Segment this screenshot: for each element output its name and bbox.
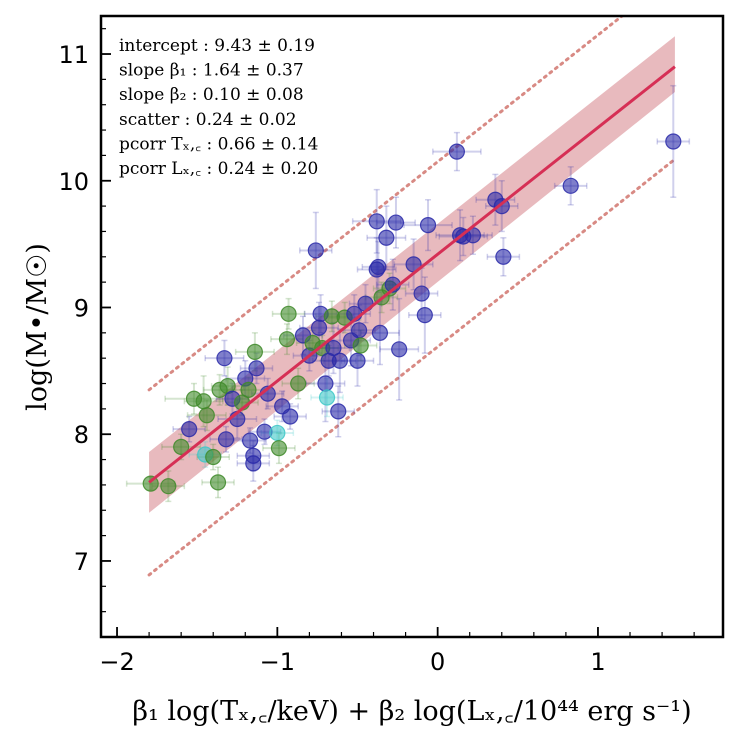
y-axis-label: log(M•/M☉) [22, 243, 53, 411]
data-point [240, 381, 257, 398]
y-tick-label: 7 [74, 548, 89, 576]
lower-scatter-line [147, 157, 677, 577]
data-point [562, 177, 579, 194]
data-point [241, 432, 259, 449]
fit-annotation: scatter : 0.24 ± 0.02 [119, 110, 297, 130]
data-point [310, 319, 328, 336]
data-points [142, 133, 682, 495]
data-point [216, 350, 233, 367]
data-point [325, 339, 342, 357]
data-point [198, 407, 215, 424]
x-tick-label: 1 [590, 648, 605, 676]
x-tick-label: −1 [260, 648, 295, 676]
data-point [246, 343, 263, 360]
data-point [331, 352, 348, 369]
data-point [370, 258, 387, 276]
data-point [209, 474, 227, 491]
fit-annotations: intercept : 9.43 ± 0.19 slope β₁ : 1.64 ±… [119, 36, 318, 179]
data-point [173, 438, 190, 455]
upper-scatter-line [147, 16, 625, 392]
data-point [290, 375, 307, 392]
y-tick-label: 8 [74, 421, 89, 449]
data-point [282, 408, 299, 425]
data-point [448, 143, 465, 160]
y-tick-label: 9 [74, 294, 89, 322]
data-point [160, 478, 177, 495]
axes: −2 −1 0 1 7 8 9 10 11 [58, 14, 725, 676]
y-tick-label: 10 [58, 168, 89, 196]
fit-line [148, 65, 676, 484]
data-point [217, 431, 235, 448]
data-point [245, 455, 262, 472]
data-point [419, 217, 437, 234]
data-point [270, 440, 288, 457]
x-tick-label: −2 [99, 648, 134, 676]
data-point [387, 214, 405, 231]
data-point [352, 337, 369, 354]
data-point [391, 341, 408, 358]
data-point [378, 229, 395, 246]
data-point [195, 393, 212, 410]
fit-annotation: slope β₁ : 1.64 ± 0.37 [119, 61, 304, 81]
fit-annotation: pcorr Tₓ,꜀ : 0.66 ± 0.14 [119, 134, 318, 154]
fit-annotation: pcorr Lₓ,꜀ : 0.24 ± 0.20 [119, 159, 318, 179]
data-point [416, 306, 433, 324]
data-point [248, 360, 265, 377]
x-axis-label: β₁ log(Tₓ,꜀/keV) + β₂ log(Lₓ,꜀/10⁴⁴ erg … [132, 696, 691, 727]
data-point [318, 389, 336, 406]
data-point [665, 133, 682, 150]
plot-frame [99, 14, 725, 639]
data-point [368, 213, 385, 230]
fit-line-layer [148, 65, 676, 484]
data-point [371, 324, 389, 341]
x-tick-label: 0 [430, 648, 445, 676]
data-point [495, 248, 512, 265]
data-point [181, 421, 198, 438]
data-point [330, 403, 347, 420]
data-point [205, 448, 222, 466]
data-point [349, 352, 366, 369]
data-point [269, 424, 286, 442]
y-tick-label: 11 [58, 41, 89, 69]
data-point [307, 242, 324, 259]
data-point [413, 285, 430, 302]
fit-annotation: slope β₂ : 0.10 ± 0.08 [119, 85, 304, 105]
data-point [317, 375, 334, 392]
data-point [280, 305, 297, 322]
fit-annotation: intercept : 9.43 ± 0.19 [119, 36, 315, 56]
data-point [278, 331, 296, 348]
data-point [350, 322, 368, 339]
